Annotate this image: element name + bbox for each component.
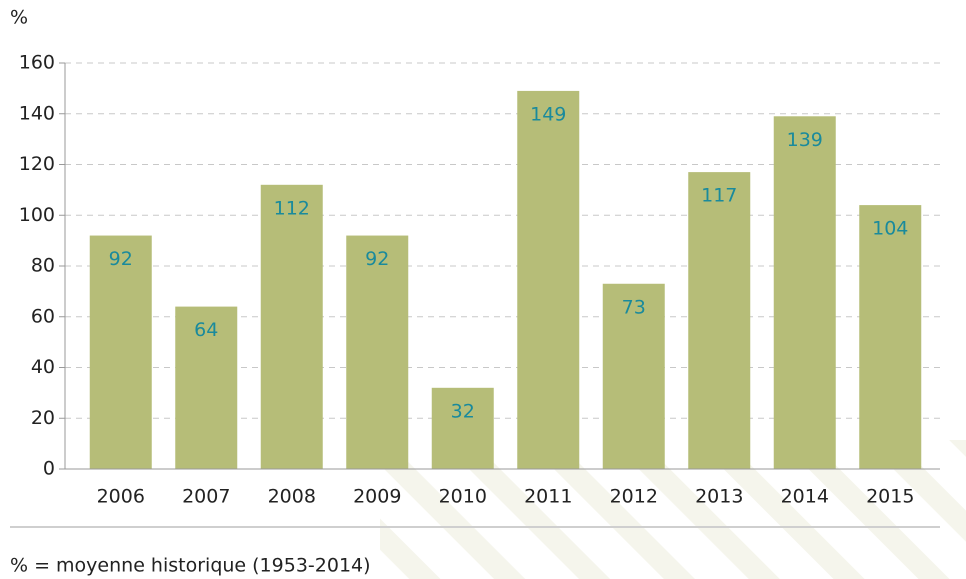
value-label: 149 xyxy=(530,103,566,125)
value-label: 32 xyxy=(451,400,475,422)
x-tick-label: 2007 xyxy=(182,486,230,508)
bar xyxy=(431,387,494,469)
footnote: % = moyenne historique (1953-2014) xyxy=(10,555,371,577)
y-tick-label: 100 xyxy=(19,204,55,226)
x-tick-label: 2013 xyxy=(695,486,743,508)
y-tick-label: 140 xyxy=(19,102,55,124)
bar xyxy=(89,235,152,469)
bar xyxy=(175,306,238,469)
x-tick-label: 2009 xyxy=(353,486,401,508)
bar xyxy=(688,172,751,470)
x-tick-label: 2008 xyxy=(268,486,316,508)
value-label: 112 xyxy=(274,197,310,219)
bar xyxy=(260,184,323,470)
x-tick-label: 2010 xyxy=(439,486,487,508)
y-tick-label: 160 xyxy=(19,52,55,74)
y-axis-label: % xyxy=(10,7,28,29)
x-tick-label: 2014 xyxy=(781,486,829,508)
value-label: 117 xyxy=(701,185,737,207)
value-label: 92 xyxy=(365,248,389,270)
value-label: 104 xyxy=(872,218,908,240)
x-tick-label: 2006 xyxy=(97,486,145,508)
x-tick-label: 2015 xyxy=(866,486,914,508)
value-label: 139 xyxy=(787,129,823,151)
value-label: 92 xyxy=(109,248,133,270)
y-tick-label: 120 xyxy=(19,153,55,175)
y-tick-label: 40 xyxy=(31,356,55,378)
y-tick-label: 0 xyxy=(43,458,55,480)
plot-area: 0 20 40 60 80 100 120 140 160 2006 92 2007 64 2008 112… xyxy=(19,52,940,508)
value-label: 73 xyxy=(622,296,646,318)
bar xyxy=(859,205,922,469)
y-tick-label: 20 xyxy=(31,407,55,429)
x-tick-label: 2012 xyxy=(610,486,658,508)
bar xyxy=(517,90,580,469)
x-tick-label: 2011 xyxy=(524,486,572,508)
value-label: 64 xyxy=(194,319,218,341)
y-tick-label: 60 xyxy=(31,305,55,327)
bar xyxy=(773,116,836,469)
bar xyxy=(602,283,665,469)
bar xyxy=(346,235,409,469)
y-tick-label: 80 xyxy=(31,255,55,277)
